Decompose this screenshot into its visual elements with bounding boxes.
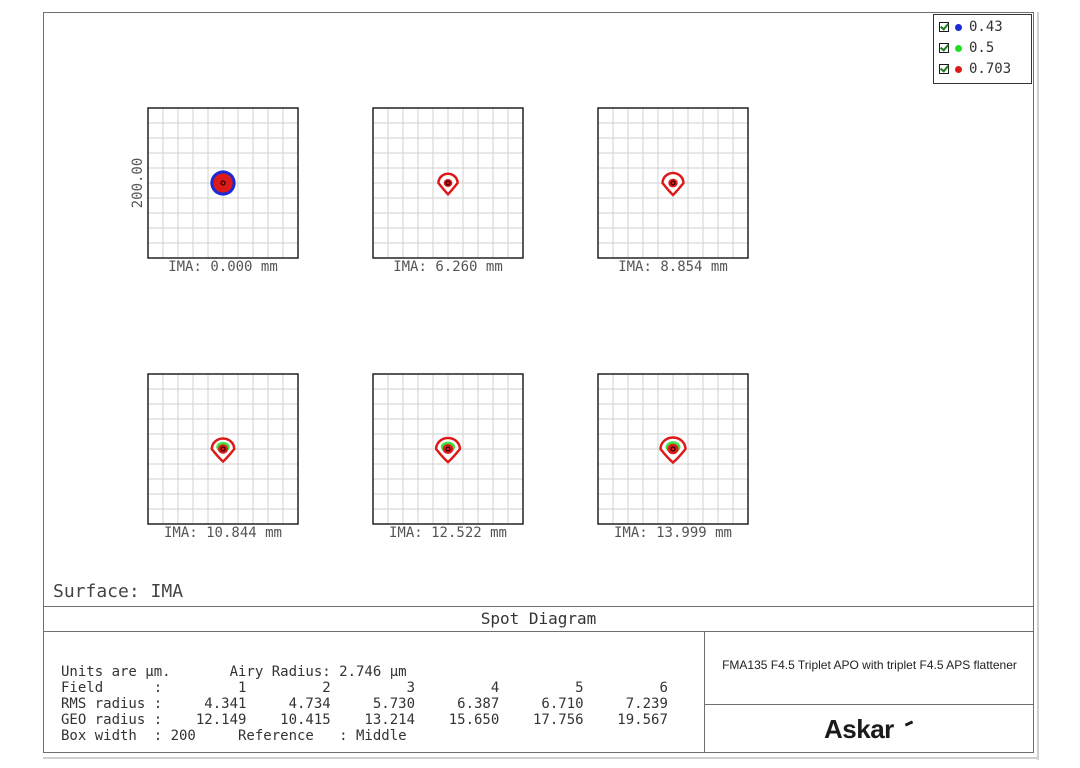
spot-wavelength-0.703 bbox=[213, 173, 233, 193]
spot-core bbox=[442, 444, 454, 454]
spot-box-field-6: IMA: 13.999 mm bbox=[597, 373, 749, 541]
ima-label: IMA: 13.999 mm bbox=[614, 525, 732, 541]
spot-core bbox=[667, 443, 679, 455]
field-line: Field : 1 2 3 4 5 6 bbox=[61, 680, 668, 696]
ima-label: IMA: 6.260 mm bbox=[393, 259, 503, 275]
chief-ray-marker bbox=[220, 446, 226, 452]
diagram-title: Spot Diagram bbox=[43, 606, 1034, 632]
ima-label: IMA: 10.844 mm bbox=[164, 525, 282, 541]
spot-box-field-2: IMA: 6.260 mm bbox=[372, 107, 524, 275]
legend-label: 0.43 bbox=[969, 19, 1003, 35]
box-width-line: Box width : 200 Reference : Middle bbox=[61, 728, 407, 744]
units-line: Units are µm. Airy Radius: 2.746 µm bbox=[61, 664, 407, 680]
legend-label: 0.703 bbox=[969, 61, 1012, 77]
divider bbox=[704, 704, 1034, 705]
spot-box-field-1: IMA: 0.000 mm bbox=[147, 107, 299, 275]
legend-item[interactable]: 0.43 bbox=[939, 18, 1003, 36]
legend-dot-icon bbox=[955, 65, 962, 73]
spot-core bbox=[443, 178, 453, 188]
geo-radius-line: GEO radius : 12.149 10.415 13.214 15.650… bbox=[61, 712, 668, 728]
spot-box-border bbox=[147, 373, 299, 525]
info-panel: Units are µm. Airy Radius: 2.746 µm Fiel… bbox=[61, 664, 668, 744]
window-edge-right bbox=[1037, 12, 1039, 760]
rms-radius-line: RMS radius : 4.341 4.734 5.730 6.387 6.7… bbox=[61, 696, 668, 712]
chief-ray-marker bbox=[220, 180, 226, 186]
chief-ray-marker bbox=[670, 446, 676, 452]
window-edge-bottom bbox=[43, 757, 1039, 759]
checkbox-icon[interactable] bbox=[939, 64, 949, 74]
chief-ray-marker bbox=[445, 180, 451, 186]
spot-box-border bbox=[372, 107, 524, 259]
brand-logo: Askar bbox=[824, 714, 894, 744]
ima-label: IMA: 0.000 mm bbox=[168, 259, 278, 275]
ima-label: IMA: 8.854 mm bbox=[618, 259, 728, 275]
spot-box-border bbox=[597, 373, 749, 525]
spot-box-border bbox=[597, 107, 749, 259]
surface-label: Surface: IMA bbox=[53, 581, 184, 602]
legend-label: 0.5 bbox=[969, 40, 995, 56]
chief-ray-marker bbox=[670, 180, 676, 186]
wavelength-legend: 0.43 0.5 0.703 bbox=[933, 14, 1032, 84]
spot-box-field-3: IMA: 8.854 mm bbox=[597, 107, 749, 275]
ima-label: IMA: 12.522 mm bbox=[389, 525, 507, 541]
divider bbox=[704, 632, 705, 753]
checkbox-icon[interactable] bbox=[939, 22, 949, 32]
spot-box-field-5: IMA: 12.522 mm bbox=[372, 373, 524, 541]
lens-description: FMA135 F4.5 Triplet APO with triplet F4.… bbox=[722, 658, 1017, 672]
spot-box-border bbox=[372, 373, 524, 525]
checkbox-icon[interactable] bbox=[939, 43, 949, 53]
chief-ray-marker bbox=[445, 446, 451, 452]
scale-label: 200.00 bbox=[130, 158, 146, 209]
legend-dot-icon bbox=[955, 44, 962, 52]
spot-core bbox=[668, 178, 678, 188]
spot-box-field-4: IMA: 10.844 mm bbox=[147, 373, 299, 541]
legend-dot-icon bbox=[955, 23, 962, 31]
spot-core bbox=[217, 444, 229, 454]
legend-item[interactable]: 0.703 bbox=[939, 60, 1011, 78]
spot-box-border bbox=[147, 107, 299, 259]
legend-item[interactable]: 0.5 bbox=[939, 39, 994, 57]
